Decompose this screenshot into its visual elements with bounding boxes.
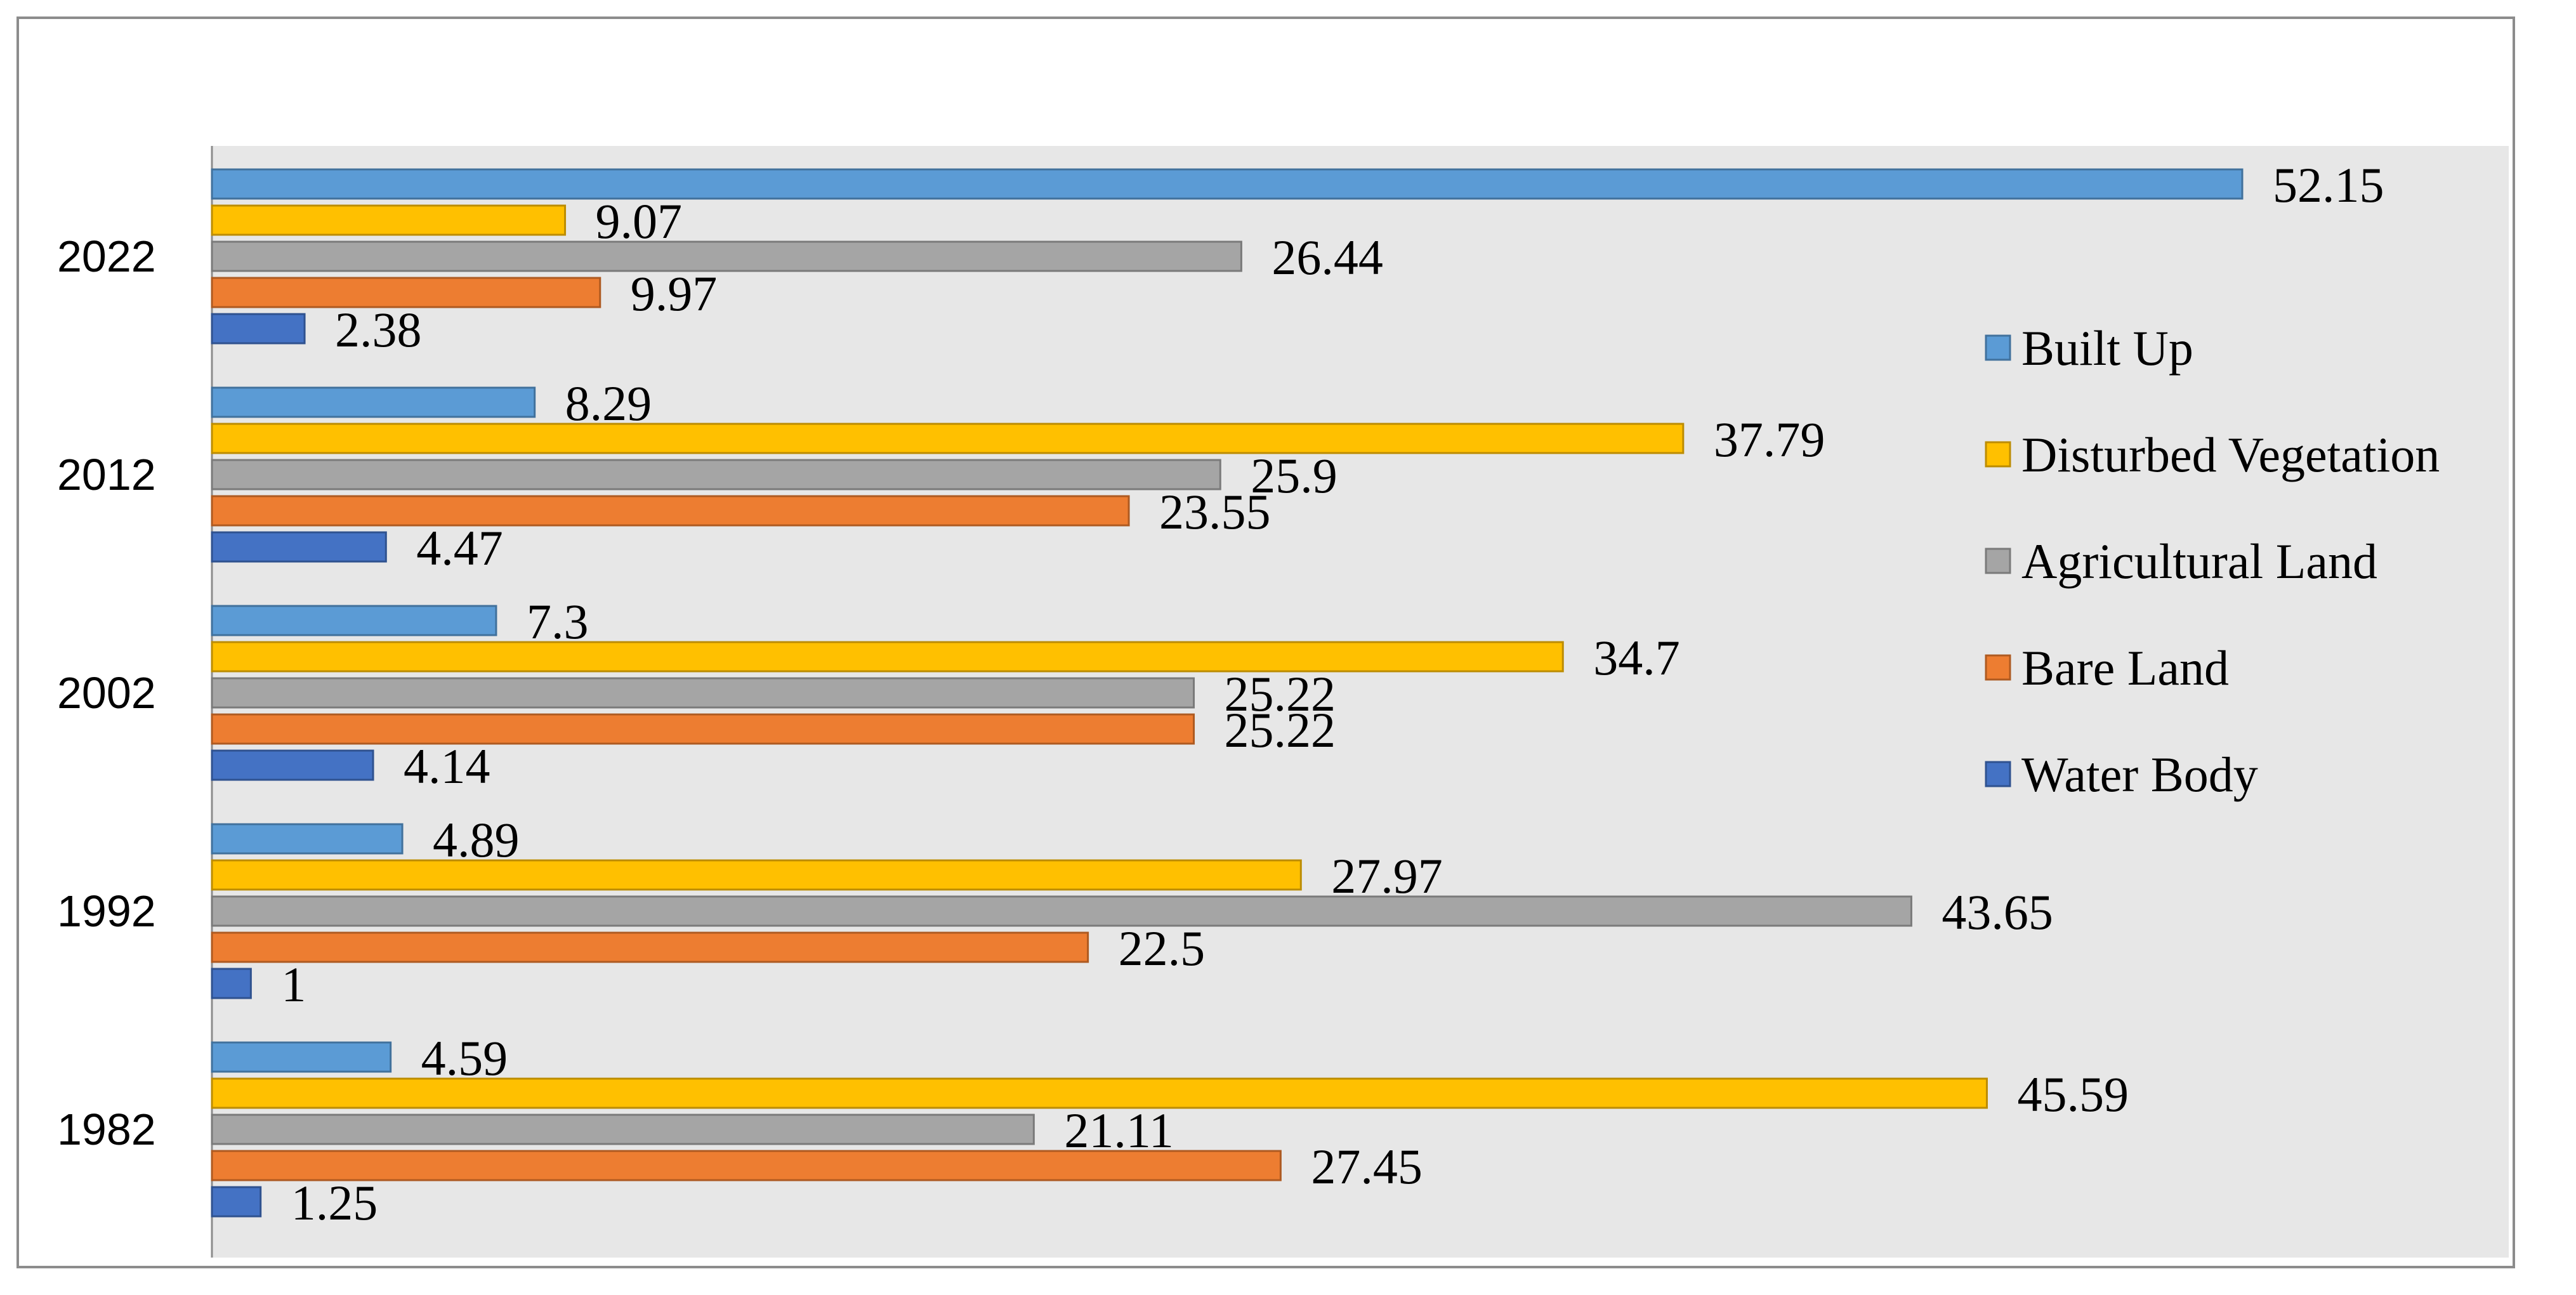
value-label: 52.15 [2273,157,2384,213]
category-label: 2002 [57,668,156,718]
value-label: 1.25 [291,1175,378,1230]
value-label: 26.44 [1272,230,1383,285]
legend-swatch-water-body [1985,761,2011,787]
value-label: 2.38 [335,302,422,357]
value-label: 43.65 [1942,884,2053,940]
category-label: 2012 [57,450,156,499]
bar-2012-bare-land [211,495,1130,527]
value-label: 25.22 [1225,666,1336,721]
value-label: 9.07 [596,194,682,249]
value-label: 7.3 [527,594,589,649]
category-labels-layer: 2022 2012 2002 1992 1982 [57,232,156,1154]
value-label: 1 [281,957,306,1012]
legend: Built Up Disturbed Vegetation Agricultural… [1985,320,2440,802]
value-label: 21.11 [1064,1103,1174,1158]
bar-2002-agricultural-land [211,677,1195,709]
value-label: 4.47 [416,520,503,575]
bar-2022-disturbed-vegetation [211,204,567,236]
bar-2012-built-up [211,386,536,418]
bar-1992-water-body [211,968,252,999]
value-label: 37.79 [1714,412,1825,467]
bar-1992-disturbed-vegetation [211,859,1302,891]
value-label: 23.55 [1159,484,1271,539]
legend-label: Bare Land [2021,640,2229,695]
chart-frame: 52.15 9.07 26.44 9.97 2.38 8.29 37.79 25.9 23.55… [16,16,2515,1268]
value-label: 27.45 [1311,1139,1423,1194]
value-label: 45.59 [2017,1067,2129,1122]
legend-label: Water Body [2021,747,2258,802]
value-label: 4.14 [404,739,490,794]
value-labels-layer: 52.15 9.07 26.44 9.97 2.38 8.29 37.79 25.923.55… [281,157,2384,1230]
value-label: 22.5 [1119,921,1206,976]
value-label: 27.97 [1331,848,1443,904]
value-label: 4.59 [421,1030,508,1086]
bar-2002-built-up [211,605,497,636]
category-label: 1982 [57,1105,156,1154]
legend-label: Agricultural Land [2021,534,2377,589]
bar-2012-water-body [211,531,387,563]
value-label: 9.97 [631,266,717,321]
bar-2002-water-body [211,749,374,781]
bar-1982-built-up [211,1041,392,1073]
bar-1982-agricultural-land [211,1114,1035,1145]
category-label: 1992 [57,886,156,936]
bar-chart: 52.15 9.07 26.44 9.97 2.38 8.29 37.79 25.923.55… [57,146,2509,1258]
bar-2002-disturbed-vegetation [211,641,1564,673]
bar-2022-bare-land [211,277,601,308]
bar-1982-water-body [211,1186,262,1218]
bar-2002-bare-land [211,713,1195,745]
legend-label: Built Up [2021,320,2193,376]
bars-layer [211,168,2244,1218]
legend-swatch-bare-land [1985,654,2011,681]
category-label: 2022 [57,232,156,281]
bar-1982-bare-land [211,1150,1282,1181]
bar-2022-agricultural-land [211,240,1242,272]
bar-1992-bare-land [211,931,1089,963]
bar-1992-agricultural-land [211,895,1912,927]
value-label: 4.89 [433,812,520,867]
bar-1982-disturbed-vegetation [211,1077,1988,1109]
legend-swatch-agricultural-land [1985,548,2011,574]
legend-swatch-built-up [1985,334,2011,361]
value-label: 34.7 [1593,630,1680,685]
value-label: 25.22 [1225,702,1336,758]
value-label: 25.9 [1251,448,1337,503]
bar-1992-built-up [211,823,404,855]
value-label: 8.29 [565,376,652,431]
bar-2022-water-body [211,313,306,345]
bar-2022-built-up [211,168,2244,200]
legend-label: Disturbed Vegetation [2021,427,2440,482]
bar-2012-agricultural-land [211,459,1221,490]
legend-swatch-disturbed-vegetation [1985,441,2011,468]
bar-2012-disturbed-vegetation [211,423,1685,454]
